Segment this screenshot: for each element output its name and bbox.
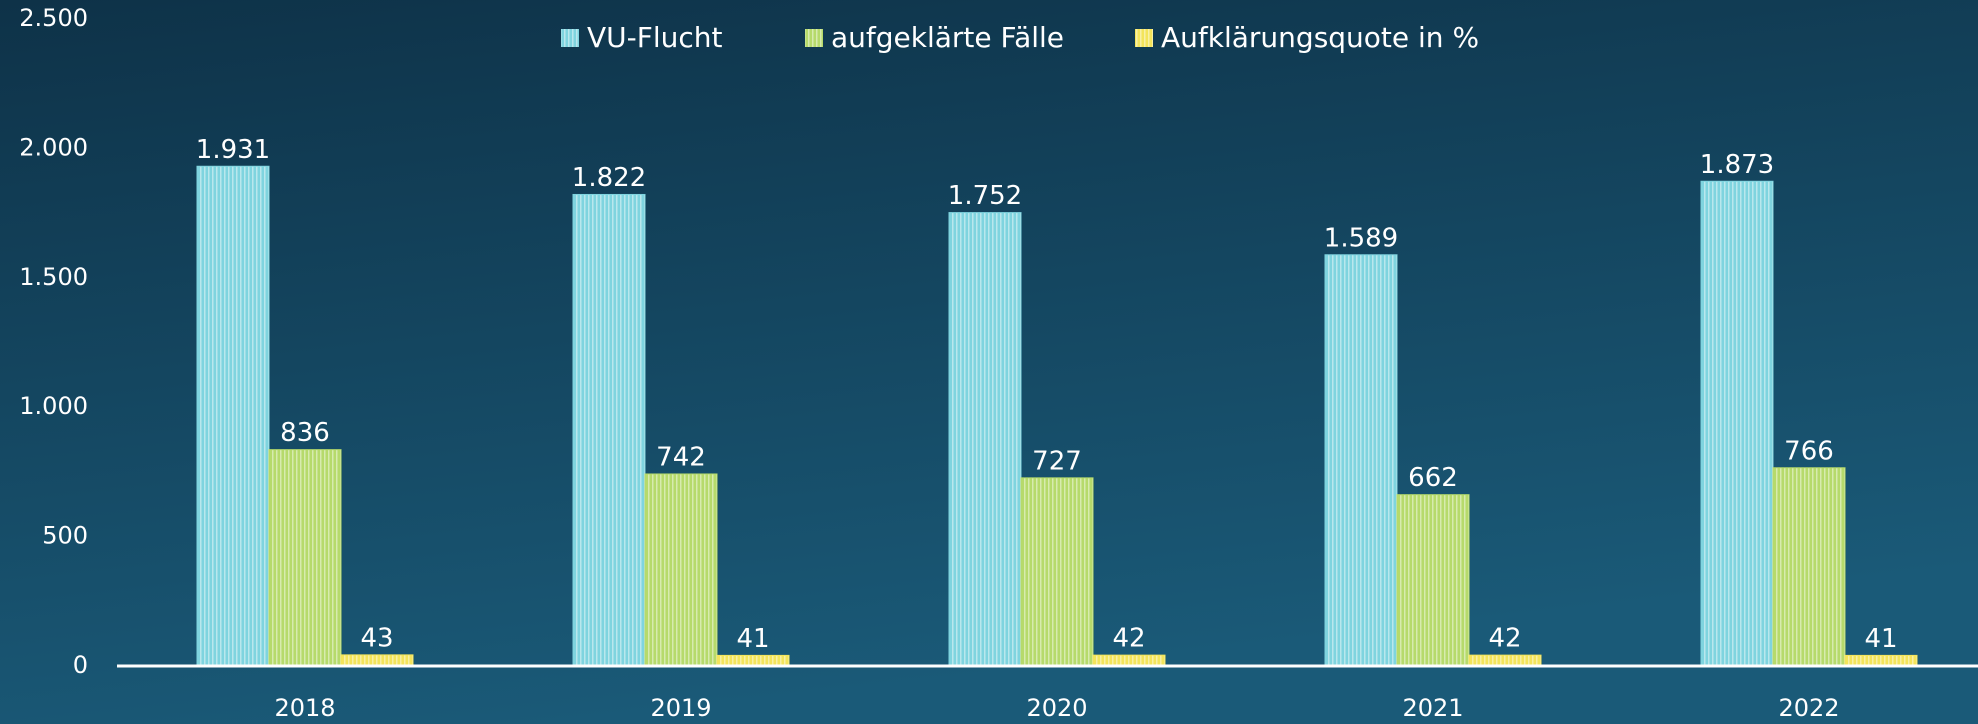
data-label: 836 [280, 418, 330, 448]
bar [1324, 254, 1398, 667]
bar [1020, 477, 1094, 667]
data-label: 742 [656, 442, 706, 472]
y-tick-label: 1.500 [19, 263, 88, 291]
bar [1844, 654, 1918, 667]
x-tick-label: 2021 [1402, 694, 1463, 722]
legend-label: Aufklärungsquote in % [1161, 21, 1479, 54]
bar [644, 473, 718, 667]
data-label: 1.873 [1700, 150, 1774, 180]
y-tick-label: 2.000 [19, 133, 88, 161]
data-label: 727 [1032, 446, 1082, 476]
x-tick-label: 2018 [274, 694, 335, 722]
legend-swatch [805, 29, 823, 47]
bar [1468, 654, 1542, 667]
bar [948, 212, 1022, 667]
data-label: 42 [1488, 624, 1521, 654]
x-tick-label: 2020 [1026, 694, 1087, 722]
bar [196, 165, 270, 667]
x-tick-label: 2019 [650, 694, 711, 722]
data-label: 42 [1112, 624, 1145, 654]
data-label: 662 [1408, 463, 1458, 493]
legend-swatch [1135, 29, 1153, 47]
data-label: 43 [360, 623, 393, 653]
bar [1092, 654, 1166, 667]
x-tick-label: 2022 [1778, 694, 1839, 722]
data-label: 41 [736, 624, 769, 654]
legend-label: aufgeklärte Fälle [831, 21, 1064, 54]
bar [716, 654, 790, 667]
legend-swatch [561, 29, 579, 47]
legend-label: VU-Flucht [587, 21, 723, 54]
data-label: 1.822 [572, 163, 646, 193]
y-tick-label: 0 [73, 651, 88, 679]
bar [1700, 180, 1774, 667]
bar [340, 654, 414, 667]
data-label: 1.589 [1324, 223, 1398, 253]
data-label: 1.931 [196, 135, 270, 165]
bar [1772, 467, 1846, 667]
y-tick-label: 500 [42, 522, 88, 550]
bar [268, 449, 342, 667]
bar [1396, 494, 1470, 667]
bar [572, 193, 646, 667]
data-label: 766 [1784, 436, 1834, 466]
y-tick-label: 1.000 [19, 392, 88, 420]
data-label: 1.752 [948, 181, 1022, 211]
y-tick-label: 2.500 [19, 4, 88, 32]
data-label: 41 [1864, 624, 1897, 654]
